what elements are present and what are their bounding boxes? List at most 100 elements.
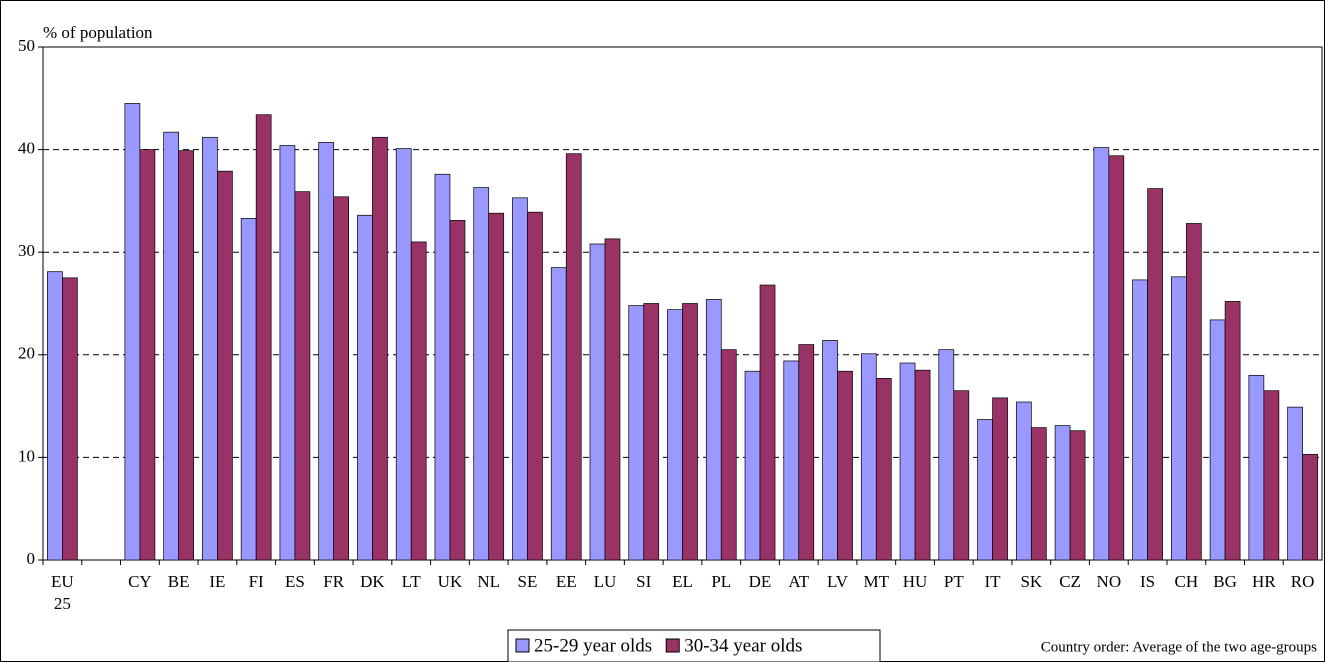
bar (357, 214, 373, 561)
bar (1132, 279, 1148, 561)
x-tick-label: CY (128, 572, 152, 591)
bar (682, 303, 698, 561)
legend-box (507, 629, 881, 662)
bar (1185, 223, 1202, 561)
y-tick-label: 0 (27, 549, 36, 568)
bar (992, 397, 1008, 561)
bar (178, 150, 195, 561)
bar (938, 349, 955, 561)
legend-swatch (665, 638, 680, 653)
bar (1302, 453, 1318, 561)
bar (589, 243, 606, 561)
x-tick-label: SE (517, 572, 538, 591)
x-tick-label: SK (1020, 572, 1043, 591)
x-tick-label: SI (636, 572, 652, 591)
bar (410, 241, 427, 561)
bar (837, 370, 853, 561)
bar (512, 197, 528, 561)
bar (62, 277, 78, 561)
x-tick-label: NL (477, 572, 501, 591)
bar (124, 103, 141, 561)
x-tick-label: DK (360, 572, 385, 591)
bar (527, 211, 543, 561)
bar (255, 114, 272, 561)
bar (434, 173, 451, 561)
bar (783, 360, 800, 561)
bar (333, 196, 350, 561)
legend-swatch (515, 638, 530, 653)
x-tick-label: ES (285, 572, 305, 591)
bar (1108, 155, 1125, 561)
x-tick-label: NO (1096, 572, 1122, 591)
bar (395, 148, 412, 561)
bar (860, 353, 877, 561)
bar (1287, 406, 1303, 561)
bar (217, 170, 233, 561)
y-axis-label: % of population (43, 23, 153, 42)
bar (240, 217, 257, 561)
y-tick-label: 40 (18, 139, 35, 158)
bar (1030, 427, 1047, 561)
bar (628, 305, 645, 561)
x-tick-label: CZ (1059, 572, 1081, 591)
bar (1248, 374, 1265, 561)
x-tick-label: AT (788, 572, 810, 591)
bar (565, 153, 582, 561)
bar (488, 212, 505, 561)
bar (1209, 319, 1226, 561)
bar (1093, 147, 1110, 561)
x-tick-label: BG (1213, 572, 1237, 591)
x-tick-label: LV (826, 572, 849, 591)
x-tick-label: HR (1252, 572, 1276, 591)
x-tick-label: PT (943, 572, 964, 591)
x-tick-label: HU (902, 572, 928, 591)
x-tick-label: IS (1140, 572, 1156, 591)
bar (953, 390, 970, 561)
bar (1263, 390, 1280, 561)
x-tick-label: IT (984, 572, 1001, 591)
bar (720, 349, 737, 561)
x-tick-label: LT (401, 572, 421, 591)
bar (449, 220, 466, 561)
bar (899, 362, 916, 561)
bar (798, 344, 815, 561)
bar (914, 369, 931, 561)
y-tick-label: 10 (18, 446, 35, 465)
bar (977, 419, 993, 561)
x-tick-label: PL (711, 572, 732, 591)
x-tick-label: EE (555, 572, 577, 591)
bar (139, 149, 156, 561)
x-tick-label: UK (437, 572, 463, 591)
bar (875, 378, 892, 561)
x-tick-label: RO (1290, 572, 1315, 591)
x-tick-label: EU 25 (51, 572, 74, 613)
bar (643, 303, 660, 561)
bar (279, 145, 296, 561)
y-tick-label: 50 (18, 36, 35, 55)
y-tick-label: 30 (18, 241, 35, 260)
legend-label: 30-34 year olds (684, 635, 802, 656)
bar (550, 267, 567, 561)
x-tick-label: IE (209, 572, 226, 591)
bar (1224, 301, 1241, 561)
x-tick-label: MT (863, 572, 890, 591)
x-tick-label: BE (167, 572, 190, 591)
bar (47, 271, 63, 561)
bar (202, 136, 218, 561)
bar (1054, 425, 1071, 561)
note: Country order: Average of the two age-gr… (1041, 639, 1317, 655)
x-tick-label: FR (323, 572, 345, 591)
bar (473, 187, 490, 561)
y-tick-label: 20 (18, 344, 35, 363)
x-tick-label: LU (593, 572, 617, 591)
bar (822, 340, 838, 561)
x-tick-label: EL (672, 572, 693, 591)
x-tick-label: DE (748, 572, 772, 591)
x-tick-label: CH (1174, 572, 1199, 591)
bar (372, 136, 388, 561)
bar (667, 309, 683, 561)
bar (1147, 188, 1163, 561)
